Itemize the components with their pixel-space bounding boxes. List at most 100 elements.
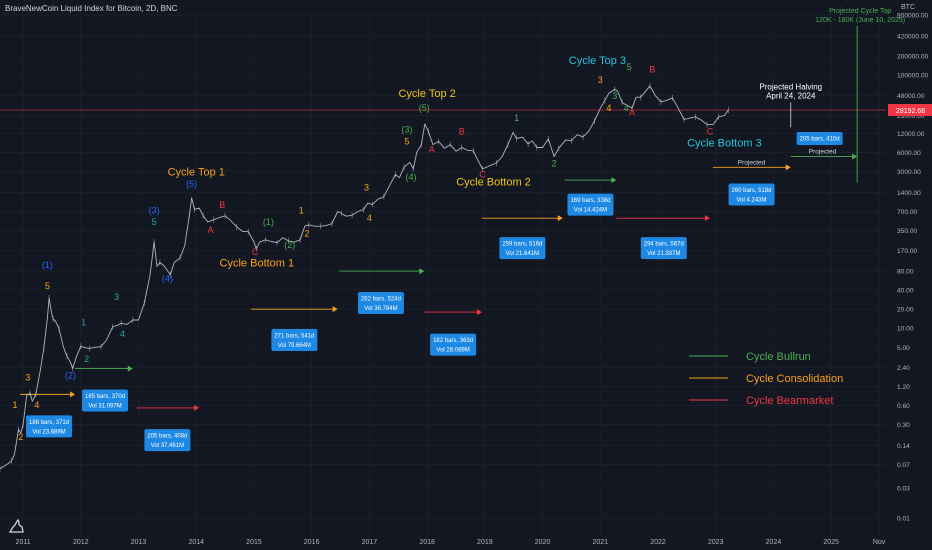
stat-box — [430, 333, 477, 356]
price-axis-label: 350.00 — [897, 228, 918, 235]
tradingview-logo-icon — [8, 518, 24, 533]
wave-label: 1 — [81, 318, 86, 328]
stat-box — [728, 183, 775, 206]
wave-label: 4 — [34, 400, 39, 410]
stat-box-volume: Vol 14.424M — [574, 208, 607, 214]
cycle-arrow-head — [70, 391, 76, 398]
cycle-label: Cycle Bottom 1 — [220, 257, 295, 269]
price-axis-label: 700.00 — [897, 209, 918, 216]
stat-box — [567, 193, 614, 216]
price-axis-label: 80.00 — [897, 269, 914, 276]
wave-label: B — [649, 65, 655, 75]
wave-label: (1) — [42, 260, 53, 270]
wave-label: 5 — [627, 62, 632, 72]
time-axis-label: 2023 — [708, 539, 724, 546]
stat-box-bars: 294 bars, 587d — [644, 242, 684, 248]
cycle-arrow-head — [332, 306, 338, 313]
legend-label: Cycle Bearmarket — [746, 395, 833, 407]
stat-box-volume: Vol 4.243M — [736, 198, 766, 204]
price-axis-label: 0.07 — [897, 462, 910, 469]
wave-label: 4 — [606, 103, 611, 113]
wave-label: 1 — [299, 206, 304, 216]
wave-label: 3 — [364, 183, 369, 193]
cycle-label: Cycle Bottom 2 — [456, 177, 531, 189]
cycle-arrow-head — [194, 404, 200, 411]
cycle-arrow-head — [611, 177, 617, 184]
price-series-line — [0, 85, 729, 470]
time-axis-label: 2016 — [304, 539, 320, 546]
price-axis-label: 6000.00 — [897, 150, 921, 157]
projected-label: Projected — [738, 159, 766, 166]
projected-top-title: Projected Cycle Top — [829, 8, 891, 15]
wave-label: 1 — [12, 400, 17, 410]
cycle-label: Cycle Top 3 — [569, 55, 626, 67]
stat-box — [26, 415, 73, 438]
wave-label: (3) — [401, 124, 412, 134]
price-axis-label: 0.30 — [897, 422, 910, 429]
wave-label: 2 — [18, 432, 23, 442]
stat-box-bars: 182 bars, 363d — [433, 338, 473, 344]
cycle-arrow-head — [476, 309, 482, 316]
price-axis-label: 420000.00 — [897, 33, 929, 40]
time-axis-label: 2019 — [477, 539, 493, 546]
price-axis-label: 12000.00 — [897, 131, 925, 138]
stat-box-bars: 259 bars, 516d — [502, 242, 542, 248]
stat-box — [271, 329, 318, 352]
wave-label: C — [479, 170, 486, 180]
stat-box-volume: Vol 21.641M — [506, 251, 539, 257]
wave-label: A — [429, 145, 435, 155]
wave-label: 5 — [45, 281, 50, 291]
price-axis-label: 40.00 — [897, 288, 914, 295]
stat-box-bars: 262 bars, 524d — [361, 297, 401, 303]
legend-label: Cycle Consolidation — [746, 373, 843, 385]
wave-label: 4 — [367, 213, 372, 223]
stat-box-volume: Vol 28.089M — [436, 348, 469, 354]
time-axis-label: 2012 — [73, 539, 89, 546]
price-axis-label: 170.00 — [897, 248, 918, 255]
price-axis-label: 0.01 — [897, 515, 910, 522]
current-price-tag — [888, 104, 932, 117]
cycle-arrow-head — [704, 215, 710, 222]
wave-label: (5) — [419, 103, 430, 113]
price-axis-label: 0.03 — [897, 485, 910, 492]
price-axis-label: 3000.00 — [897, 169, 921, 176]
stat-box-volume: Vol 23.689M — [32, 429, 65, 435]
price-axis-label: 100000.00 — [897, 73, 929, 80]
price-axis-label: 0.14 — [897, 443, 910, 450]
stat-box — [796, 131, 843, 145]
cycle-label: Cycle Top 2 — [398, 88, 455, 100]
stat-box-bars: 205 bars, 410d — [800, 136, 840, 142]
cycle-arrows — [20, 153, 858, 411]
stat-box-bars: 205 bars, 408d — [147, 434, 187, 440]
time-axis-label: 2021 — [592, 539, 608, 546]
wave-label: 1 — [514, 113, 519, 123]
halving-date: April 24, 2024 — [766, 91, 816, 100]
wave-label: 5 — [152, 217, 157, 227]
cycle-arrow-head — [127, 365, 133, 372]
stat-box-bars: 169 bars, 338d — [570, 198, 610, 204]
stat-box-bars: 271 bars, 541d — [274, 334, 314, 340]
wave-label: 2 — [552, 159, 557, 169]
axes: 900000.00 420000.00 200000.00 100000.00 4800… — [16, 12, 932, 546]
price-axis-label: 1.20 — [897, 384, 910, 391]
cycle-label: Cycle Top 1 — [168, 166, 225, 178]
wave-label: 3 — [114, 292, 119, 302]
wave-label: C — [252, 247, 259, 257]
wave-label: 3 — [598, 75, 603, 85]
wave-label: C — [707, 127, 714, 137]
time-axis-label: Nov — [873, 539, 886, 546]
price-axis-label: 900000.00 — [897, 12, 929, 19]
time-axis-label: 2025 — [823, 539, 839, 546]
wave-label: B — [459, 127, 465, 137]
halving-title: Projected Halving — [759, 82, 822, 91]
stat-box — [82, 389, 129, 412]
wave-label: (1) — [263, 217, 274, 227]
wave-label: 4 — [120, 329, 125, 339]
price-unit: BTC — [901, 4, 915, 11]
stat-box-bars: 186 bars, 371d — [29, 420, 69, 426]
stat-box-volume: Vol 37.461M — [151, 443, 184, 449]
wave-label: 2 — [84, 354, 89, 364]
stat-box-volume: Vol 31.097M — [88, 403, 121, 409]
stat-box-volume: Vol 79.664M — [278, 343, 311, 349]
